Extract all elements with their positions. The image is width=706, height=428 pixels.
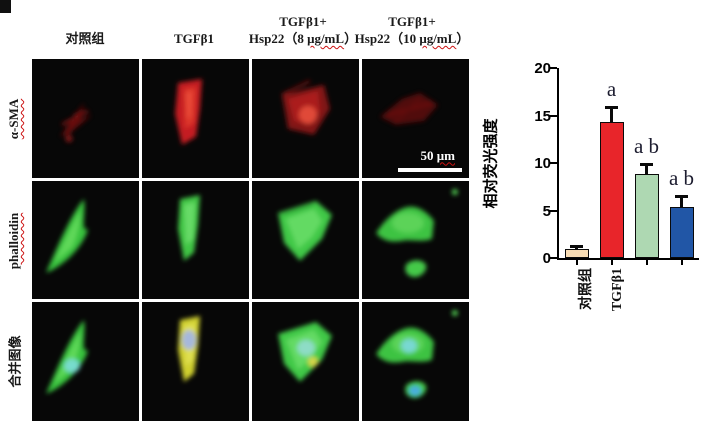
x-tick [610, 260, 613, 265]
y-tick-label: 15 [534, 107, 551, 125]
column-header-hsp22-10: TGFβ1+ Hsp22（10 μg/mL） [337, 4, 487, 48]
y-tick-label: 0 [542, 250, 551, 267]
header-line2: TGFβ1 [173, 31, 215, 47]
panel-asma-hsp22-8 [252, 59, 359, 178]
row-label-merged: 合并图像 [7, 335, 23, 388]
header-line2: Hsp22（10 μg/mL） [354, 31, 470, 47]
y-tick-label: 10 [534, 155, 551, 172]
y-tick-label: 20 [534, 60, 551, 77]
fluorescence-cell-image [278, 200, 332, 261]
significance-label: a b [633, 134, 660, 158]
panel-asma-hsp22-10: 50 μm [362, 59, 469, 178]
header-line1: TGFβ1+ [279, 14, 327, 30]
fluorescence-cell-image [178, 316, 200, 383]
column-header-control: 对照组 [10, 4, 160, 48]
error-bar-cap [570, 245, 583, 248]
panel-phalloidin-control [32, 180, 139, 300]
panel-phalloidin-hsp22-8 [252, 180, 359, 300]
fluorescence-cell-image [380, 92, 438, 125]
fluorescence-cell-image [281, 79, 330, 135]
error-bar [645, 163, 648, 175]
error-bar-cap [640, 163, 653, 166]
column-header-tgfb1: TGFβ1 [119, 4, 269, 48]
x-tick [680, 260, 683, 265]
fluorescence-cell-image [46, 320, 88, 395]
row-label-phalloidin: phalloidin [6, 212, 21, 269]
scale-bar-label: 50 μm [420, 147, 455, 163]
panel-merged-hsp22-8 [252, 302, 359, 421]
panel-merged-control [32, 302, 139, 421]
bar-chart: 相对荧光强度 0 5 10 15 20 对照组 a TGFβ1 a b a b [482, 55, 706, 400]
fluorescence-cell-image [178, 194, 200, 261]
panel-phalloidin-tgfb1 [142, 180, 249, 300]
y-tick [549, 162, 557, 164]
corner-artifact [0, 0, 11, 13]
panel-asma-tgfb1 [142, 59, 249, 178]
row-label-alpha-sma: α-SMA [6, 98, 22, 139]
header-line2: Hsp22（8 μg/mL） [248, 31, 358, 47]
panel-asma-control [32, 59, 139, 178]
panel-merged-hsp22-10 [362, 302, 469, 421]
error-bar [680, 195, 683, 207]
x-tick-label: TGFβ1 [609, 268, 625, 312]
fluorescence-cell-image [60, 102, 92, 143]
bar-3 [669, 206, 694, 258]
fluorescence-cell-image [46, 198, 88, 273]
y-tick [549, 257, 557, 259]
error-bar-cap [675, 195, 688, 198]
scale-bar [398, 167, 462, 172]
header-line1: TGFβ1+ [388, 14, 436, 30]
bar-2 [634, 174, 659, 258]
y-tick [549, 67, 557, 69]
panel-merged-tgfb1 [142, 302, 249, 421]
x-tick [575, 260, 578, 265]
x-tick [645, 260, 648, 265]
error-bar-cap [605, 106, 618, 109]
header-line2: 对照组 [65, 31, 105, 47]
fluorescence-cell-image [175, 78, 202, 145]
microscopy-grid: 50 μm [32, 59, 469, 421]
panel-phalloidin-hsp22-10 [362, 180, 469, 300]
bar-0 [564, 248, 589, 258]
plot-area: 0 5 10 15 20 对照组 a TGFβ1 a b a b [534, 60, 699, 311]
y-tick [549, 114, 557, 117]
x-tick-label: 对照组 [578, 268, 594, 310]
y-tick [549, 209, 557, 212]
y-axis-label: 相对荧光强度 [482, 117, 500, 209]
error-bar [610, 106, 613, 123]
fluorescence-cell-image [376, 310, 458, 399]
fluorescence-cell-image [376, 188, 458, 277]
significance-label: a b [668, 166, 695, 191]
bar-1 [599, 122, 624, 258]
column-header-hsp22-8: TGFβ1+ Hsp22（8 μg/mL） [228, 4, 378, 48]
y-axis-label-wrap: 相对荧光强度 [479, 68, 501, 258]
y-tick-label: 5 [542, 202, 551, 220]
significance-label: a [606, 77, 617, 101]
fluorescence-cell-image [278, 322, 332, 383]
